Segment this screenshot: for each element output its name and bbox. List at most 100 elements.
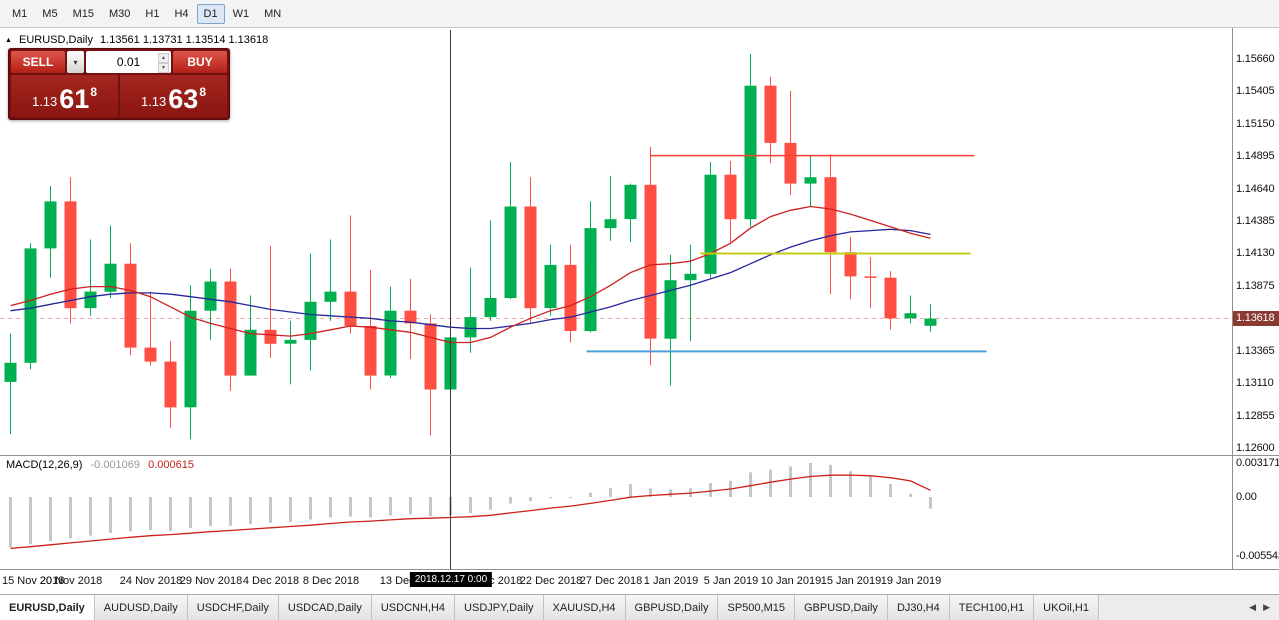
macd-histogram-bar: [249, 497, 252, 524]
tabs-scroll-left-button[interactable]: ◀: [1249, 602, 1257, 612]
timeframe-button-m30[interactable]: M30: [108, 7, 131, 20]
crosshair-time-label: 2018.12.17 0:00: [409, 572, 493, 587]
chart-area[interactable]: ▲ EURUSD,Daily 1.13561 1.13731 1.13514 1…: [0, 28, 1279, 594]
indicator-panel-divider[interactable]: [0, 455, 1279, 456]
buy-price-base: 1.13: [140, 94, 167, 109]
chart-tabs: EURUSD,Daily AUDUSD,Daily USDCHF,Daily USDC…: [0, 595, 1099, 620]
timeframe-button-m1[interactable]: M1: [12, 7, 28, 20]
timeframe-button-h4[interactable]: H4: [174, 7, 189, 20]
chart-tab-xauusd-h4[interactable]: XAUUSD,H4: [543, 595, 626, 620]
price-chart-canvas[interactable]: [0, 30, 1233, 455]
macd-histogram-bar: [829, 464, 832, 497]
chart-tab-sp500-m15[interactable]: SP500,M15: [718, 595, 795, 620]
chart-tab-usdcad-daily[interactable]: USDCAD,Daily: [278, 595, 372, 620]
candle-body: [684, 273, 697, 281]
macd-histogram-bar: [89, 497, 92, 536]
date-label: 29 Nov 2018: [179, 575, 243, 587]
timeframe-button-m5[interactable]: M5: [42, 7, 58, 20]
chart-tab-tech100-h1[interactable]: TECH100,H1: [949, 595, 1035, 620]
lot-dropdown-button[interactable]: ▾: [67, 51, 84, 73]
candle-body: [704, 174, 717, 274]
lot-decrease-button[interactable]: ▾: [158, 63, 169, 73]
macd-histogram-bar: [229, 497, 232, 526]
candle-body: [404, 310, 417, 324]
slow-ma-line: [10, 228, 931, 330]
chart-ohlc-values: 1.13561 1.13731 1.13514 1.13618: [100, 34, 269, 46]
chart-tab-usdjpy-daily[interactable]: USDJPY,Daily: [455, 595, 544, 620]
date-label: 27 Dec 2018: [579, 575, 643, 587]
time-axis[interactable]: 15 Nov 2018 20 Nov 2018 24 Nov 2018 29 Nov …: [0, 570, 1279, 594]
lot-size-input[interactable]: 0.01 ▴ ▾: [86, 51, 171, 73]
macd-histogram-bar: [849, 471, 852, 497]
macd-histogram-bar: [149, 497, 152, 530]
macd-histogram-bar: [129, 497, 132, 532]
candle-body: [4, 362, 17, 382]
chart-tab-gbpusd-daily[interactable]: GBPUSD,Daily: [794, 595, 888, 620]
buy-button[interactable]: BUY: [173, 51, 227, 73]
macd-tick: -0.005543: [1236, 550, 1279, 562]
buy-price-display[interactable]: 1.13 63 8: [120, 75, 227, 117]
macd-histogram-bar: [69, 497, 72, 539]
timeframe-button-mn[interactable]: MN: [264, 7, 282, 20]
macd-histogram-bar: [609, 488, 612, 497]
candle-body: [784, 142, 797, 184]
timeframe-button-m15[interactable]: M15: [72, 7, 94, 20]
macd-tick: 0.003171: [1236, 457, 1279, 469]
candle-body: [844, 252, 857, 277]
candle-body: [824, 177, 837, 253]
timeframe-button-h1[interactable]: H1: [145, 7, 160, 20]
chart-tab-eurusd-daily[interactable]: EURUSD,Daily: [0, 595, 95, 620]
candle-body: [304, 301, 317, 340]
candle-body: [424, 323, 437, 390]
macd-histogram-bar: [289, 497, 292, 522]
candle-body: [84, 291, 97, 309]
candle-body: [104, 263, 117, 292]
price-tick: 1.14640: [1236, 183, 1275, 195]
lot-increase-button[interactable]: ▴: [158, 53, 169, 63]
chart-tab-usdchf-daily[interactable]: USDCHF,Daily: [187, 595, 279, 620]
chart-tab-gbpusd-daily[interactable]: GBPUSD,Daily: [625, 595, 719, 620]
candle-body: [884, 277, 897, 319]
macd-indicator-label: MACD(12,26,9) -0.001069 0.000615: [6, 459, 199, 471]
date-label: 1 Jan 2019: [643, 575, 699, 587]
candle-body: [284, 339, 297, 344]
macd-histogram-bar: [929, 497, 932, 509]
candle-body: [344, 291, 357, 326]
timeframe-button-d1[interactable]: D1: [196, 3, 225, 24]
chart-tab-ukoil-h1[interactable]: UKOil,H1: [1034, 595, 1099, 620]
macd-chart-canvas[interactable]: [0, 456, 1233, 569]
macd-histogram-bar: [549, 497, 552, 499]
macd-histogram-bar: [749, 472, 752, 497]
chart-tab-usdcnh-h4[interactable]: USDCNH,H4: [371, 595, 456, 620]
price-tick: 1.12855: [1236, 410, 1275, 422]
date-label: 10 Jan 2019: [760, 575, 822, 587]
timeframe-button-w1[interactable]: W1: [232, 7, 250, 20]
candle-body: [244, 329, 257, 376]
chevron-down-icon: ▾: [73, 57, 78, 67]
price-tick: 1.12600: [1236, 442, 1275, 454]
tabs-scroll-right-button[interactable]: ▶: [1263, 602, 1270, 612]
macd-histogram-bar: [869, 476, 872, 497]
candle-body: [584, 228, 597, 332]
candle-body: [664, 280, 677, 339]
macd-histogram-bar: [769, 469, 772, 497]
macd-histogram-bar: [509, 497, 512, 504]
chart-tab-dj30-h4[interactable]: DJ30,H4: [887, 595, 950, 620]
sell-button[interactable]: SELL: [11, 51, 65, 73]
date-label: 20 Nov 2018: [39, 575, 103, 587]
chart-tab-audusd-daily[interactable]: AUDUSD,Daily: [94, 595, 188, 620]
macd-histogram-bar: [309, 497, 312, 520]
price-tick: 1.15660: [1236, 53, 1275, 65]
sell-price-display[interactable]: 1.13 61 8: [11, 75, 118, 117]
price-tick: 1.14130: [1236, 247, 1275, 259]
macd-main-value: -0.001069: [90, 459, 141, 471]
tab-scroll-controls: ◀ ▶: [1240, 595, 1279, 620]
collapse-chart-icon[interactable]: ▲: [5, 37, 12, 44]
buy-price-point: 8: [199, 85, 207, 99]
macd-axis[interactable]: 0.003171 0.00 -0.005543: [1233, 456, 1279, 569]
macd-signal-value: 0.000615: [148, 459, 194, 471]
candle-body: [164, 361, 177, 408]
candle-body: [524, 206, 537, 309]
price-tick: 1.13365: [1236, 345, 1275, 357]
price-axis[interactable]: 1.15660 1.15405 1.15150 1.14895 1.14640 1.143…: [1233, 30, 1279, 455]
